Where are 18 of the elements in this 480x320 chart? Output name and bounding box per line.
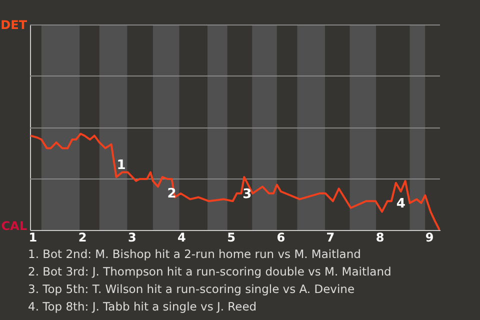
x-tick-label: 5 <box>227 230 236 244</box>
x-tick-label: 3 <box>128 230 136 244</box>
text: CAL <box>1 219 28 233</box>
x-tick-label: 2 <box>78 230 87 244</box>
annotation: 3 <box>242 187 252 202</box>
x-tick-label: 1 <box>28 230 38 244</box>
text: 3. Top 5th: T. Wilson hit a run-scoring single vs A. Devine <box>28 282 355 296</box>
annotation: 1 <box>116 158 126 174</box>
x-tick-label: 4 <box>178 230 186 244</box>
x-tick-label: 8 <box>376 230 384 244</box>
x-tick-label: 7 <box>326 230 335 244</box>
text: 2. Bot 3rd: J. Thompson hit a run-scoring double vs M. Maitland <box>28 264 392 278</box>
text: 1. Bot 2nd: M. Bishop hit a 2-run home run vs M. Maitland <box>28 247 361 261</box>
x-tick-label: 6 <box>276 230 286 244</box>
text: 4. Top 8th: J. Tabb hit a single vs J. Reed <box>28 300 257 314</box>
x-tick-label: 9 <box>425 230 434 244</box>
annotation: 4 <box>396 196 406 212</box>
text: DET <box>0 18 28 32</box>
